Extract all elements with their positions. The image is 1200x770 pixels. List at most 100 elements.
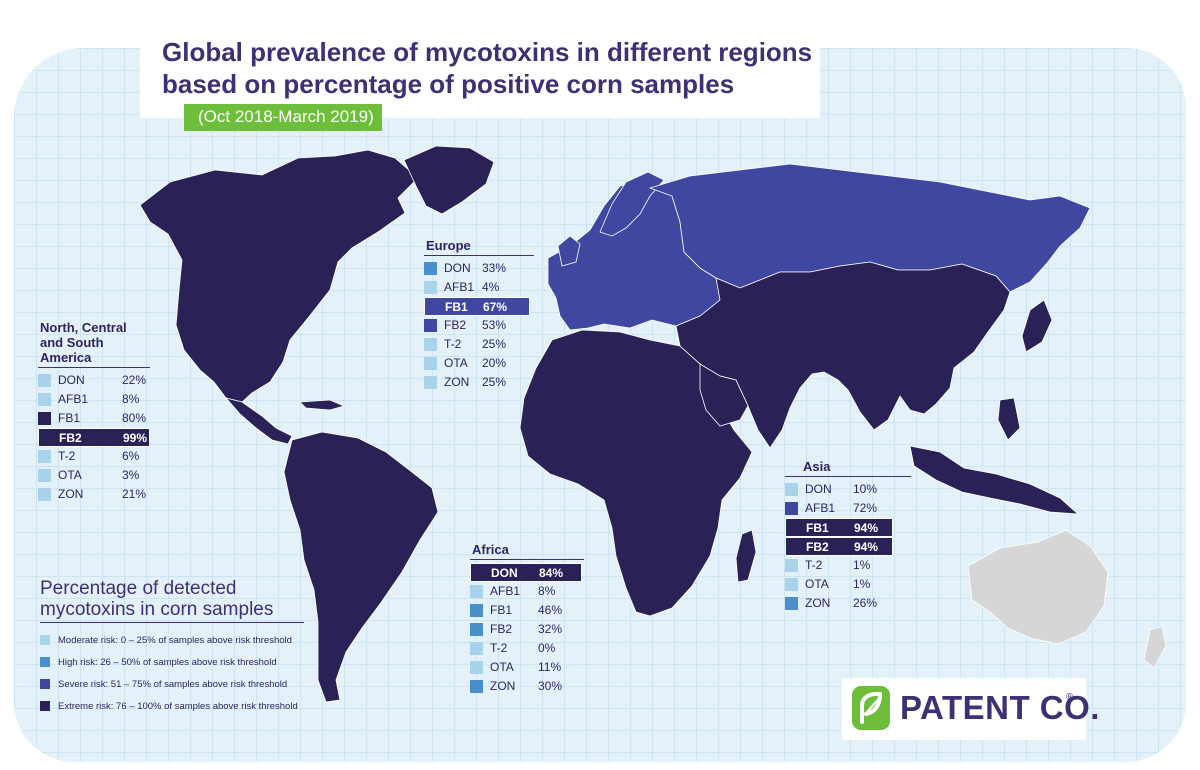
mycotoxin-row-fb2: FB2 94%	[785, 537, 893, 556]
mycotoxin-percentage: 94%	[854, 521, 879, 535]
mycotoxin-label: DON	[491, 566, 518, 580]
risk-swatch	[785, 502, 798, 515]
mycotoxin-label: T-2	[58, 449, 76, 463]
mycotoxin-row-fb2: FB2 53%	[424, 316, 530, 335]
legend-title: Percentage of detected mycotoxins in cor…	[40, 578, 304, 623]
mycotoxin-row-zon: ZON 30%	[470, 677, 582, 696]
mycotoxin-label: FB2	[59, 431, 82, 445]
mycotoxin-label: T-2	[490, 641, 508, 655]
mycotoxin-percentage: 53%	[482, 318, 507, 332]
mycotoxin-percentage: 84%	[539, 566, 564, 580]
risk-swatch	[38, 488, 51, 501]
legend-swatch	[40, 657, 50, 667]
mycotoxin-row-don: DON 22%	[38, 371, 150, 390]
region-title-line: and South America	[40, 335, 104, 365]
region-table-americas: North, Central and South America DON 22% A…	[38, 320, 150, 504]
region-title-line: North, Central	[40, 320, 127, 335]
mycotoxin-label: DON	[58, 373, 85, 387]
risk-swatch	[785, 597, 798, 610]
mycotoxin-row-t-2: T-2 25%	[424, 335, 530, 354]
legend-label: Moderate risk: 0 – 25% of samples above …	[58, 635, 292, 646]
title-background	[140, 22, 820, 118]
legend-swatch	[40, 635, 50, 645]
risk-swatch	[785, 483, 798, 496]
legend-item-high: High risk: 26 – 50% of samples above ris…	[40, 657, 340, 679]
risk-swatch	[785, 559, 798, 572]
region-table-title: Africa	[470, 542, 584, 560]
legend-title-line: Percentage of detected	[40, 578, 237, 599]
mycotoxin-row-fb2: FB2 99%	[38, 428, 150, 447]
risk-swatch	[470, 661, 483, 674]
mycotoxin-label: T-2	[444, 337, 462, 351]
mycotoxin-label: AFB1	[805, 501, 836, 515]
mycotoxin-label: DON	[444, 261, 471, 275]
region-arabia	[699, 363, 749, 427]
title-line-1: Global prevalence of mycotoxins in diffe…	[162, 37, 813, 67]
risk-swatch	[424, 281, 437, 294]
mycotoxin-label: ZON	[805, 596, 831, 610]
mycotoxin-row-ota: OTA 3%	[38, 466, 150, 485]
leaf-logo-icon	[852, 686, 890, 730]
mycotoxin-percentage: 4%	[482, 280, 500, 294]
legend-label: Severe risk: 51 – 75% of samples above r…	[58, 679, 288, 690]
title-line-2: based on percentage of positive corn sam…	[162, 69, 735, 99]
mycotoxin-percentage: 11%	[538, 660, 562, 674]
mycotoxin-row-zon: ZON 26%	[785, 594, 893, 613]
risk-swatch	[470, 680, 483, 693]
mycotoxin-row-afb1: AFB1 8%	[470, 582, 582, 601]
mycotoxin-row-afb1: AFB1 4%	[424, 278, 530, 297]
region-australia	[967, 529, 1109, 645]
date-range-badge: (Oct 2018-March 2019)	[184, 104, 382, 131]
mycotoxin-row-ota: OTA 1%	[785, 575, 893, 594]
mycotoxin-label: OTA	[444, 356, 468, 370]
mycotoxin-percentage: 33%	[482, 261, 507, 275]
region-central-america	[224, 397, 293, 445]
risk-swatch	[38, 393, 51, 406]
mycotoxin-percentage: 25%	[482, 375, 507, 389]
region-table-asia: Asia DON 10% AFB1 72% FB1 94% FB2 94% T-2 1% OTA 1%…	[785, 459, 911, 613]
mycotoxin-percentage: 94%	[854, 540, 879, 554]
registered-mark: ®	[1066, 692, 1074, 703]
mycotoxin-row-zon: ZON 25%	[424, 373, 530, 392]
legend-swatch	[40, 701, 50, 711]
risk-swatch	[38, 450, 51, 463]
mycotoxin-percentage: 99%	[123, 431, 148, 445]
risk-swatch	[470, 623, 483, 636]
mycotoxin-percentage: 26%	[853, 596, 878, 610]
region-table-africa: Africa DON 84% AFB1 8% FB1 46% FB2 32% T-2 0% OTA 1…	[470, 542, 584, 696]
mycotoxin-label: FB1	[445, 300, 468, 314]
region-british-isles	[557, 235, 581, 267]
region-south-america	[283, 431, 439, 703]
mycotoxin-percentage: 80%	[122, 411, 147, 425]
mycotoxin-row-don: DON 84%	[470, 563, 582, 582]
mycotoxin-row-afb1: AFB1 8%	[38, 390, 150, 409]
mycotoxin-row-t-2: T-2 0%	[470, 639, 582, 658]
mycotoxin-label: FB1	[490, 603, 513, 617]
risk-swatch	[38, 469, 51, 482]
mycotoxin-label: OTA	[58, 468, 82, 482]
mycotoxin-percentage: 8%	[538, 584, 556, 598]
region-rows: DON 84% AFB1 8% FB1 46% FB2 32% T-2 0% OTA 11% ZON 30…	[470, 563, 582, 696]
legend-item-extreme: Extreme risk: 76 – 100% of samples above…	[40, 701, 340, 723]
mycotoxin-label: T-2	[805, 558, 823, 572]
map-title: Global prevalence of mycotoxins in diffe…	[162, 36, 822, 100]
risk-swatch	[424, 357, 437, 370]
mycotoxin-row-t-2: T-2 1%	[785, 556, 893, 575]
mycotoxin-percentage: 30%	[538, 679, 563, 693]
mycotoxin-row-zon: ZON 21%	[38, 485, 150, 504]
brand-name: PATENT CO.	[900, 689, 1100, 726]
mycotoxin-percentage: 72%	[853, 501, 878, 515]
mycotoxin-percentage: 25%	[482, 337, 507, 351]
mycotoxin-row-t-2: T-2 6%	[38, 447, 150, 466]
mycotoxin-percentage: 67%	[483, 300, 508, 314]
region-greenland	[403, 145, 495, 215]
mycotoxin-label: FB2	[490, 622, 513, 636]
mycotoxin-label: ZON	[490, 679, 516, 693]
mycotoxin-percentage: 1%	[853, 577, 871, 591]
mycotoxin-percentage: 1%	[853, 558, 871, 572]
region-philippines	[997, 397, 1021, 441]
mycotoxin-label: OTA	[805, 577, 829, 591]
legend-title-line: mycotoxins in corn samples	[40, 599, 274, 620]
region-rows: DON 10% AFB1 72% FB1 94% FB2 94% T-2 1% OTA 1% ZON 26…	[785, 480, 893, 613]
